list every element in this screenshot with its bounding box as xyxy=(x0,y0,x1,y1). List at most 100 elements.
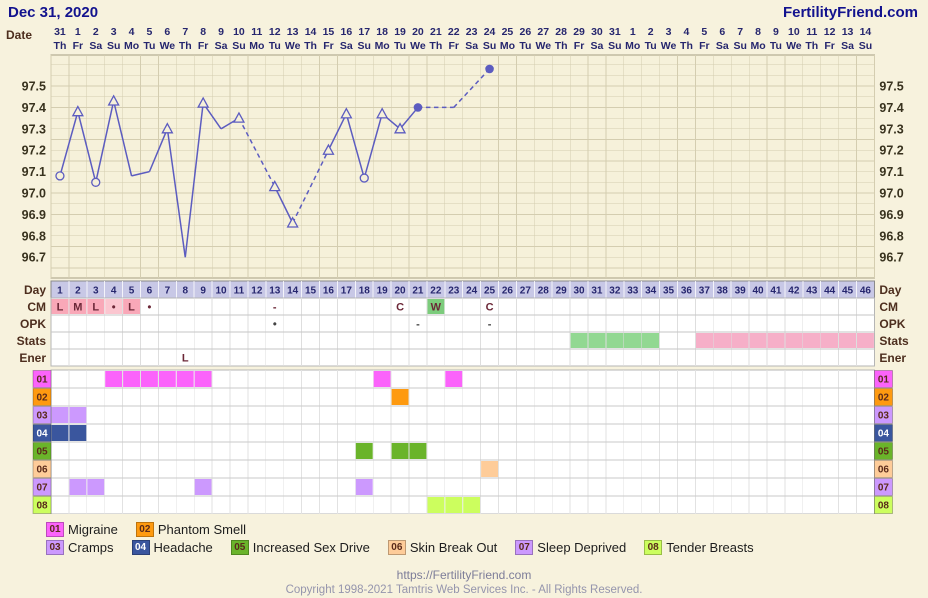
day-number[interactable]: 7 xyxy=(165,286,171,297)
day-number[interactable]: 12 xyxy=(251,286,263,297)
temp-point-triangle[interactable] xyxy=(393,122,407,134)
dow-cell: Su xyxy=(733,40,746,52)
day-number[interactable]: 20 xyxy=(394,286,406,297)
day-number[interactable]: 10 xyxy=(215,286,227,297)
ener-label-left: Ener xyxy=(19,351,46,365)
dow-cell: Fr xyxy=(824,40,835,52)
day-number[interactable]: 17 xyxy=(341,286,353,297)
day-number[interactable]: 38 xyxy=(717,286,729,297)
symptom-label-box-right xyxy=(874,442,893,460)
day-number[interactable]: 32 xyxy=(609,286,621,297)
symptom-cell xyxy=(51,425,69,441)
symptom-cell xyxy=(51,407,69,423)
symptom-label-num-right: 08 xyxy=(878,501,890,512)
temp-point-triangle[interactable] xyxy=(232,111,246,123)
day-number[interactable]: 34 xyxy=(645,286,657,297)
temp-line-segment xyxy=(131,170,150,177)
temp-point-circle[interactable] xyxy=(91,177,101,187)
temp-point-triangle[interactable] xyxy=(322,143,335,155)
day-number[interactable]: 39 xyxy=(735,286,747,297)
dow-cell: Th xyxy=(680,40,693,52)
temp-point-triangle[interactable] xyxy=(286,216,299,228)
day-number[interactable]: 36 xyxy=(681,286,693,297)
y-tick-right: 97.0 xyxy=(879,187,903,201)
temp-point-filled[interactable] xyxy=(485,64,494,74)
day-number[interactable]: 3 xyxy=(93,286,99,297)
day-number[interactable]: 6 xyxy=(147,286,153,297)
temp-point-triangle[interactable] xyxy=(107,94,120,106)
dow-cell: Tu xyxy=(143,40,155,52)
day-number[interactable]: 24 xyxy=(466,286,478,297)
symptom-label-box-right xyxy=(874,370,893,388)
temp-point-triangle[interactable] xyxy=(268,180,281,192)
day-number[interactable]: 11 xyxy=(234,286,245,297)
y-tick-left: 97.3 xyxy=(22,122,46,136)
temp-point-triangle[interactable] xyxy=(161,122,174,134)
temp-point-circle[interactable] xyxy=(359,173,369,183)
day-number[interactable]: 4 xyxy=(111,286,117,297)
symptom-label-num-left: 05 xyxy=(36,447,48,458)
dow-cell: Th xyxy=(54,40,67,52)
symptom-label-num-right: 02 xyxy=(878,393,890,404)
day-number[interactable]: 5 xyxy=(129,286,135,297)
day-number[interactable]: 43 xyxy=(806,286,818,297)
day-number[interactable]: 41 xyxy=(770,286,782,297)
day-number[interactable]: 25 xyxy=(484,286,496,297)
day-number[interactable]: 22 xyxy=(430,286,442,297)
y-tick-left: 96.7 xyxy=(22,251,46,265)
day-number[interactable]: 30 xyxy=(573,286,585,297)
opk-label-right: OPK xyxy=(879,317,905,331)
symptom-label-box-left xyxy=(32,370,52,388)
day-number[interactable]: 9 xyxy=(200,286,206,297)
day-number[interactable]: 42 xyxy=(788,286,800,297)
y-tick-right: 96.7 xyxy=(879,251,903,265)
symptom-cell xyxy=(481,461,498,477)
temp-point-triangle[interactable] xyxy=(376,107,389,119)
day-number[interactable]: 8 xyxy=(182,286,188,297)
day-number[interactable]: 13 xyxy=(269,286,281,297)
stats-label-right: Stats xyxy=(879,334,909,348)
day-number[interactable]: 29 xyxy=(556,286,568,297)
day-number[interactable]: 28 xyxy=(538,286,550,297)
day-number[interactable]: 1 xyxy=(57,286,63,297)
day-number[interactable]: 33 xyxy=(627,286,639,297)
dow-cell: We xyxy=(786,40,802,52)
y-tick-right: 97.1 xyxy=(879,165,903,179)
temp-point-triangle[interactable] xyxy=(71,105,84,117)
day-number[interactable]: 35 xyxy=(663,286,675,297)
site-link[interactable]: FertilityFriend.com xyxy=(782,4,918,21)
date-cell: 6 xyxy=(719,26,725,38)
symptom-label-num-left: 03 xyxy=(36,411,48,422)
day-number[interactable]: 45 xyxy=(842,286,854,297)
temp-point-triangle[interactable] xyxy=(340,107,353,119)
day-number[interactable]: 26 xyxy=(502,286,514,297)
day-number[interactable]: 2 xyxy=(75,286,81,297)
dow-cell: Sa xyxy=(591,40,604,52)
temp-point-circle[interactable] xyxy=(55,171,65,181)
day-number[interactable]: 40 xyxy=(752,286,764,297)
day-number[interactable]: 27 xyxy=(520,286,532,297)
day-number[interactable]: 37 xyxy=(699,286,711,297)
cm-label-right: CM xyxy=(879,300,898,314)
legend-item-04: 04 Headache xyxy=(131,540,213,555)
day-number[interactable]: 14 xyxy=(287,286,299,297)
day-number[interactable]: 23 xyxy=(448,286,460,297)
day-number[interactable]: 16 xyxy=(323,286,335,297)
temp-point-filled[interactable] xyxy=(413,103,423,112)
day-number[interactable]: 31 xyxy=(591,286,603,297)
dow-cell: Tu xyxy=(519,40,531,52)
day-number[interactable]: 21 xyxy=(412,286,424,297)
temp-point-triangle[interactable] xyxy=(197,96,210,108)
day-number[interactable]: 44 xyxy=(824,286,836,297)
footer-url[interactable]: https://FertilityFriend.com xyxy=(396,568,532,582)
date-cell: 28 xyxy=(555,26,567,38)
day-number[interactable]: 19 xyxy=(377,286,389,297)
date-cell: 5 xyxy=(147,26,153,38)
day-number[interactable]: 15 xyxy=(305,286,317,297)
date-cell: 8 xyxy=(755,26,761,38)
day-number[interactable]: 46 xyxy=(860,286,872,297)
day-number[interactable]: 18 xyxy=(359,286,371,297)
cm-cell-bg xyxy=(123,299,140,314)
date-cell: 14 xyxy=(860,26,872,38)
date-cell: 15 xyxy=(323,26,335,38)
